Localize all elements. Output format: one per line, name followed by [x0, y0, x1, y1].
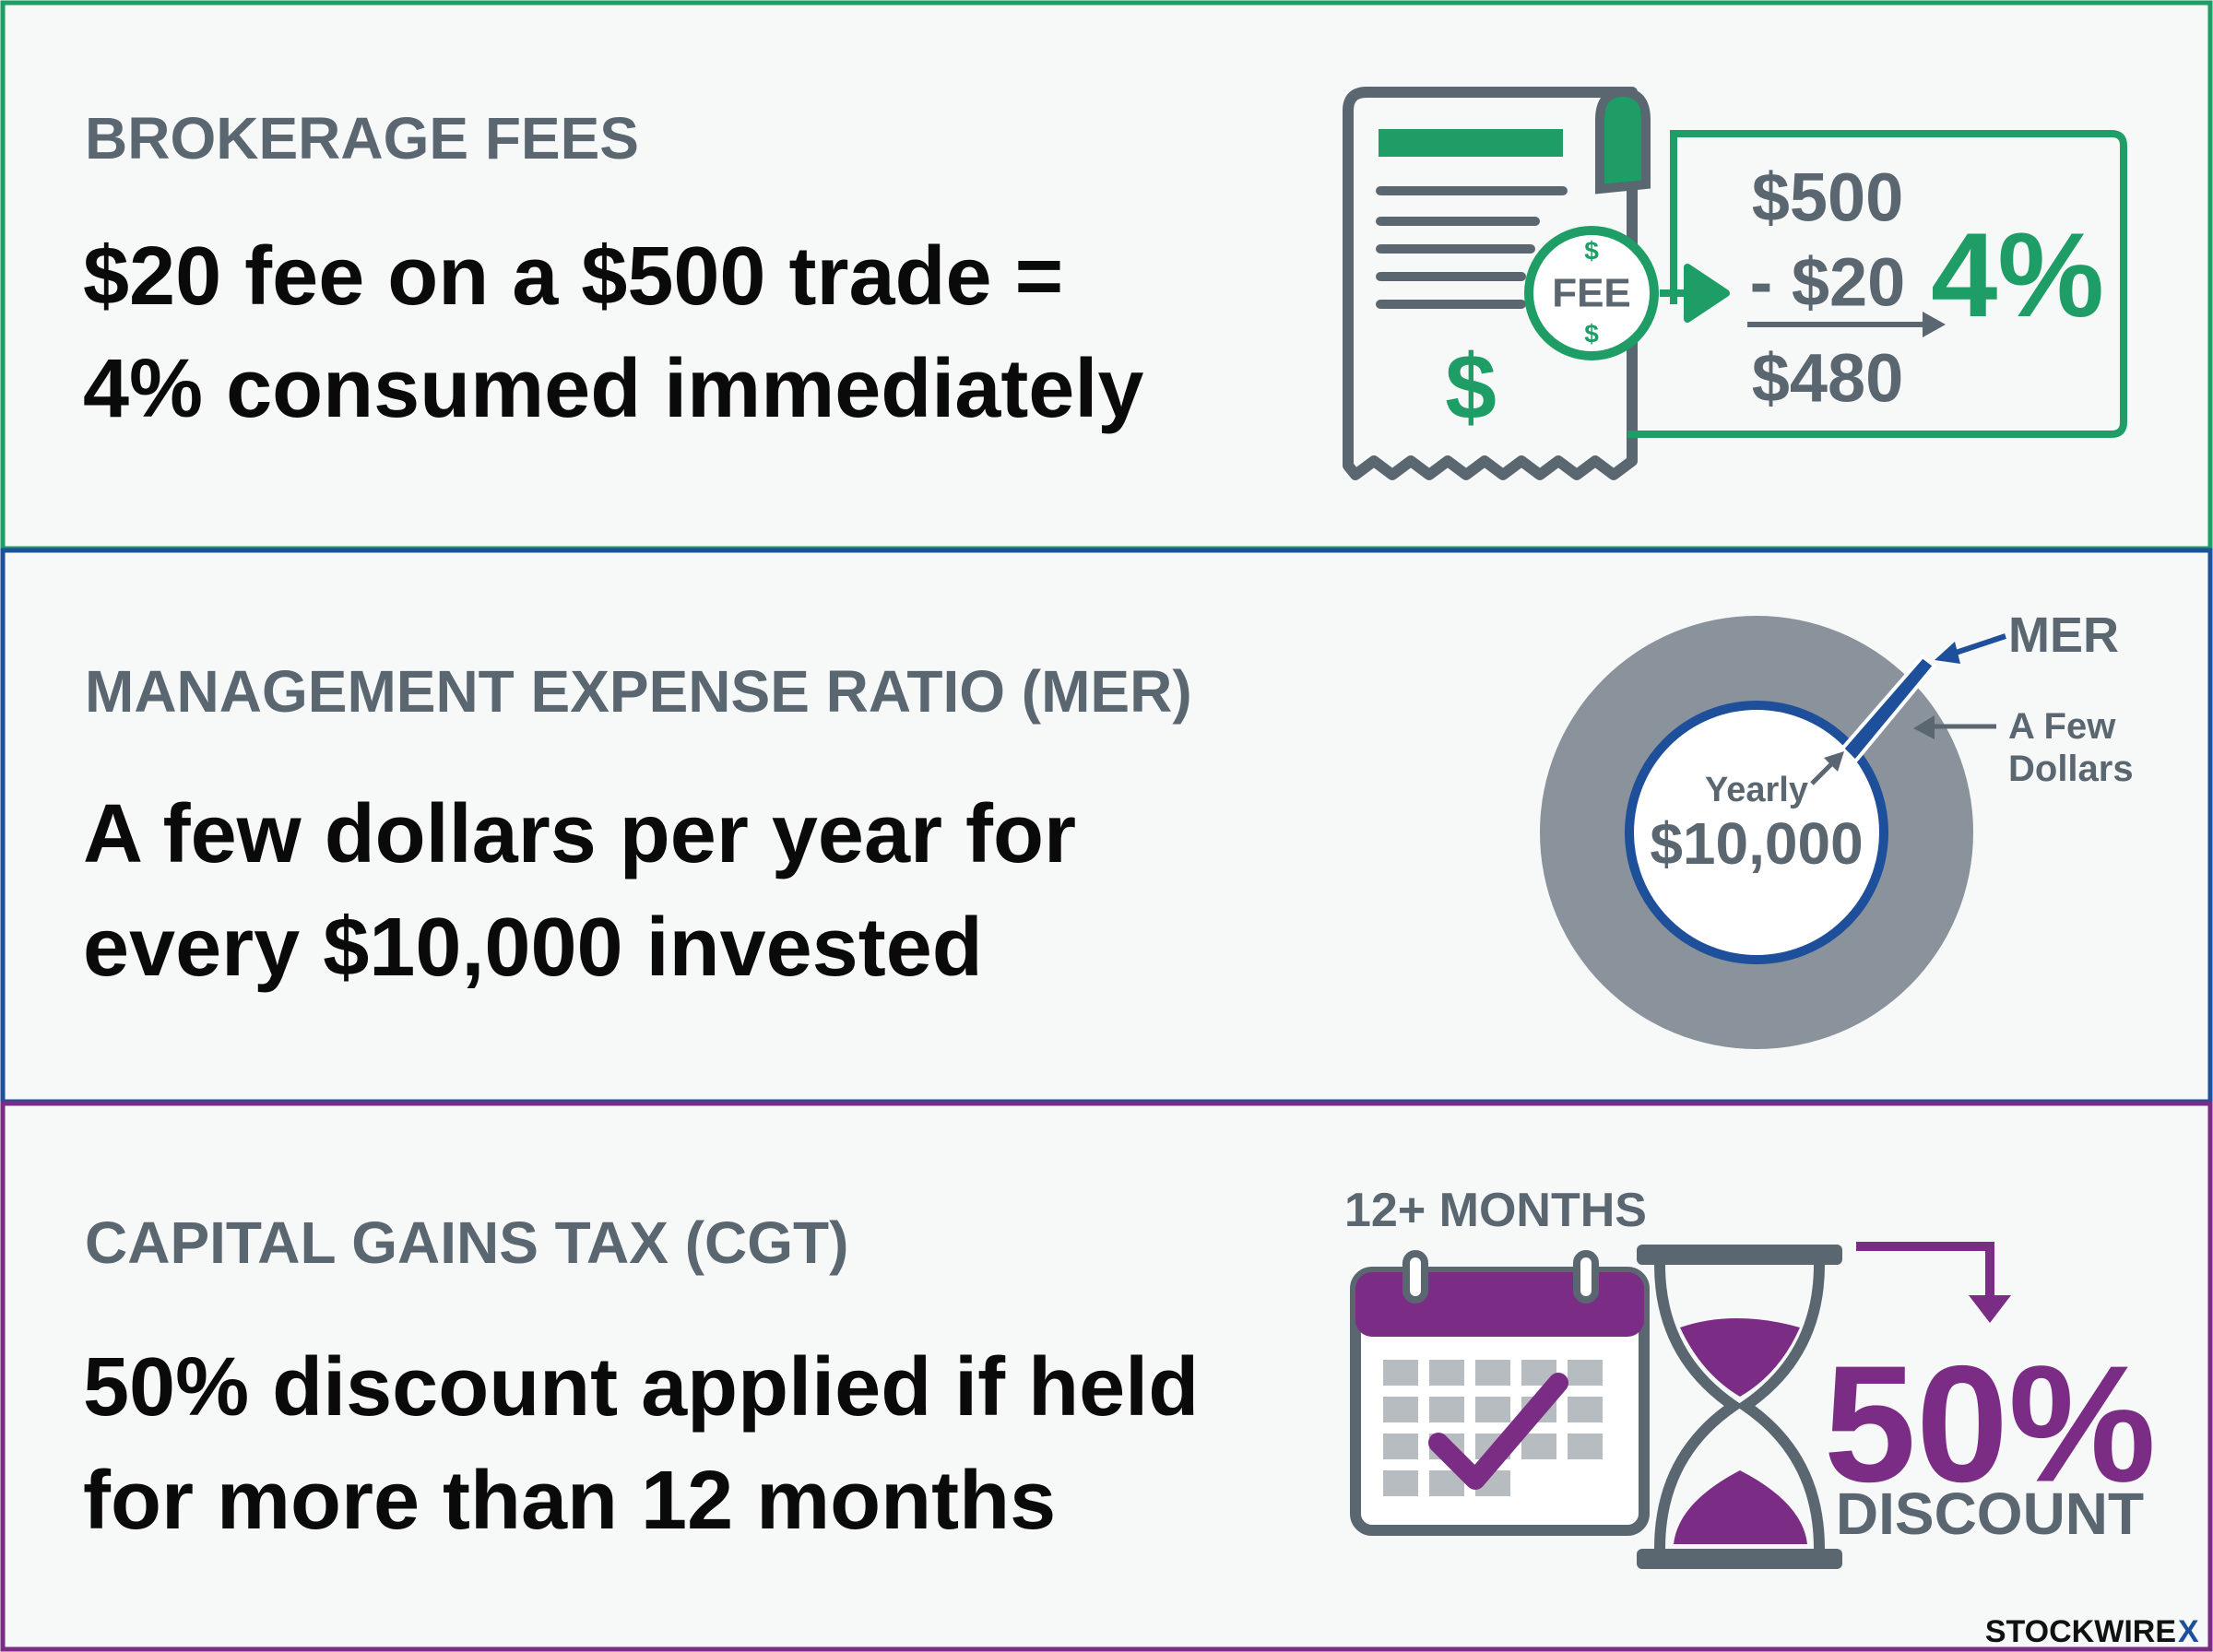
slice-label: MER [2008, 608, 2119, 663]
body-line: A few dollars per year for [83, 788, 1076, 880]
center-label: Yearly [1705, 771, 1808, 809]
body-line: 50% discount applied if held [83, 1341, 1199, 1434]
brand-mark: X [2178, 1614, 2199, 1649]
body-line: $20 fee on a $500 trade = [83, 230, 1063, 323]
dollar-symbol: $ [1445, 336, 1497, 439]
result-label: DISCOUNT [1836, 1481, 2144, 1547]
callout: Dollars [2008, 749, 2134, 789]
heading: BROKERAGE FEES [85, 105, 639, 171]
fee-label: FEE [1552, 271, 1631, 316]
fee-symbol: $ [1584, 320, 1599, 348]
body-line: every $10,000 invested [83, 902, 983, 994]
brand: STOCKWIRE [1985, 1614, 2176, 1649]
result: 50% [1824, 1332, 2156, 1517]
body-line: 4% consumed immediately [83, 343, 1143, 435]
period-label: 12+ MONTHS [1344, 1184, 1647, 1237]
calc-line: $500 [1752, 159, 1904, 236]
panel-cgt [0, 1101, 2213, 1652]
fee-symbol: $ [1584, 237, 1599, 266]
calendar-hourglass-graphic [1350, 1242, 2011, 1569]
heading: MANAGEMENT EXPENSE RATIO (MER) [85, 658, 1192, 725]
calc-line: $480 [1752, 340, 1904, 417]
calc-line: - $20 [1750, 244, 1906, 321]
donut-graphic [1540, 616, 2006, 1049]
center-value: $10,000 [1650, 810, 1863, 877]
receipt-graphic [1343, 87, 2127, 480]
result: 4% [1931, 207, 2104, 342]
heading: CAPITAL GAINS TAX (CGT) [85, 1210, 848, 1276]
callout: A Few [2008, 706, 2116, 747]
body-line: for more than 12 months [83, 1455, 1056, 1547]
